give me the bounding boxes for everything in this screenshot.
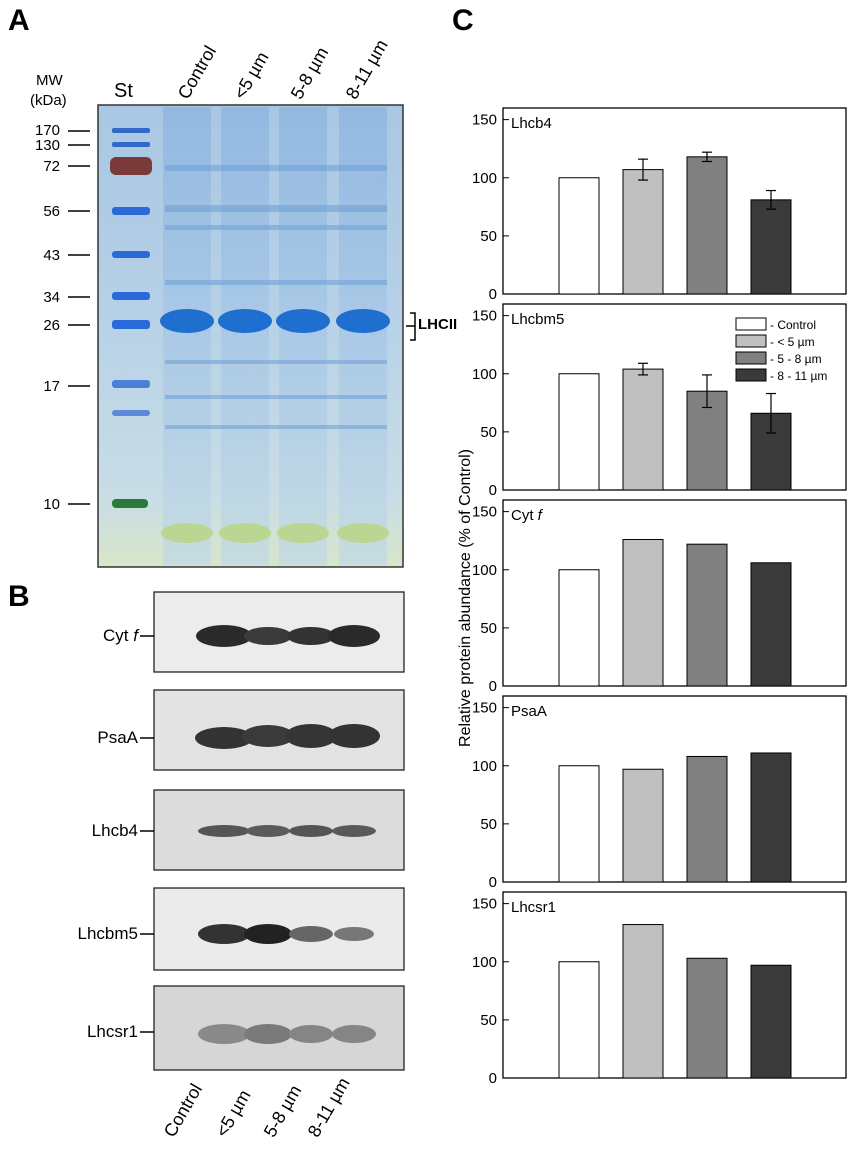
bar	[622, 169, 664, 295]
y-tick-label: 150	[472, 700, 497, 717]
mw-marker: 17	[43, 378, 60, 395]
y-tick-label: 0	[489, 286, 497, 303]
gel-lane-label-8-11: 8-11 µm	[341, 36, 392, 103]
legend-label: - Control	[770, 318, 816, 332]
y-tick-label: 100	[472, 170, 497, 187]
bar	[750, 562, 792, 687]
bar	[622, 924, 664, 1079]
lhcii-bands	[160, 309, 390, 333]
panel-letter-a: A	[8, 4, 30, 37]
y-tick-label: 50	[480, 228, 497, 245]
blot-label-lhcbm5: Lhcbm5	[77, 924, 138, 943]
mw-marker: 130	[34, 137, 60, 154]
bar	[750, 199, 792, 295]
plot-frame	[502, 891, 847, 1079]
mw-marker: 170	[34, 122, 60, 139]
y-tick-label: 100	[472, 366, 497, 383]
gel-dye-front	[161, 523, 389, 543]
bar	[558, 373, 600, 491]
y-tick-label: 50	[480, 816, 497, 833]
legend-label: - < 5 µm	[770, 335, 815, 349]
blot-label-lhcb4: Lhcb4	[91, 821, 138, 840]
blot-label-lhcsr1: Lhcsr1	[86, 1022, 138, 1041]
y-tick-label: 100	[472, 954, 497, 971]
mw-header: MW	[36, 72, 63, 89]
mw-unit: (kDa)	[30, 92, 67, 109]
bar	[622, 539, 664, 687]
y-tick-label: 150	[472, 112, 497, 129]
gel-sample-lanes	[163, 107, 387, 565]
mw-ladder	[110, 128, 152, 508]
bar	[622, 368, 664, 491]
mw-marker: 10	[43, 496, 60, 513]
blot-lane-label-5-8: 5-8 µm	[259, 1081, 306, 1141]
y-axis-label: Relative protein abundance (% of Control…	[457, 449, 474, 747]
subplot-title: Cyt f	[511, 507, 544, 524]
y-tick-label: 150	[472, 504, 497, 521]
plot-frame	[502, 499, 847, 687]
y-tick-label: 150	[472, 896, 497, 913]
y-tick-label: 100	[472, 562, 497, 579]
y-tick-label: 100	[472, 758, 497, 775]
bar-charts: 0 50 100 150 Lhcb4 0 50 100 150 Lhcbm5 - Control - …	[457, 107, 847, 1087]
sds-page-gel	[68, 104, 416, 568]
bar	[750, 964, 792, 1079]
subplot-title: PsaA	[511, 703, 547, 720]
legend-label: - 5 - 8 µm	[770, 352, 822, 366]
bar	[558, 177, 600, 295]
plot-frame	[502, 303, 847, 491]
bar	[558, 961, 600, 1079]
gel-lane-label-control: Control	[173, 42, 221, 103]
legend-swatch	[735, 368, 767, 382]
legend-swatch	[735, 317, 767, 331]
blot-bands-lhcb4	[198, 825, 376, 837]
standard-lane-label: St	[114, 80, 133, 102]
bar	[686, 957, 728, 1079]
mw-marker: 26	[43, 317, 60, 334]
bar	[622, 768, 664, 883]
blot-label-psaa: PsaA	[97, 728, 138, 747]
y-tick-label: 150	[472, 308, 497, 325]
mw-marker: 56	[43, 203, 60, 220]
blot-bands-cytf	[196, 625, 380, 647]
blot-bands-lhcsr1	[198, 1024, 376, 1044]
mw-marker: 72	[43, 158, 60, 175]
panel-letter-c: C	[452, 4, 474, 37]
blot-label-cytf: Cyt f	[103, 626, 138, 645]
blot-bands-lhcbm5	[198, 924, 374, 944]
y-tick-label: 0	[489, 1070, 497, 1087]
mw-tick-marks	[68, 130, 90, 505]
bar	[686, 543, 728, 687]
legend-swatch	[735, 334, 767, 348]
subplot-title: Lhcb4	[511, 115, 552, 132]
subplot-title: Lhcsr1	[511, 899, 556, 916]
lhcii-bracket	[406, 312, 416, 341]
y-tick-label: 50	[480, 1012, 497, 1029]
y-tick-label: 50	[480, 424, 497, 441]
western-blots	[140, 591, 405, 1071]
bar	[686, 156, 728, 295]
blot-bands-psaa	[195, 724, 380, 749]
plot-frame	[502, 695, 847, 883]
y-tick-label: 50	[480, 620, 497, 637]
y-tick-label: 0	[489, 678, 497, 695]
lhcii-label: LHCII	[418, 316, 458, 333]
bar	[558, 569, 600, 687]
bar	[750, 752, 792, 883]
bar	[686, 755, 728, 883]
legend-label: - 8 - 11 µm	[770, 369, 827, 383]
y-tick-label: 0	[489, 482, 497, 499]
bar	[558, 765, 600, 883]
panel-letter-b: B	[8, 580, 30, 613]
subplot-title: Lhcbm5	[511, 311, 564, 328]
mw-marker: 43	[43, 247, 60, 264]
y-tick-label: 0	[489, 874, 497, 891]
blot-lane-label-lt5: <5 µm	[211, 1086, 255, 1141]
plot-frame	[502, 107, 847, 295]
mw-marker: 34	[43, 289, 60, 306]
legend-swatch	[735, 351, 767, 365]
